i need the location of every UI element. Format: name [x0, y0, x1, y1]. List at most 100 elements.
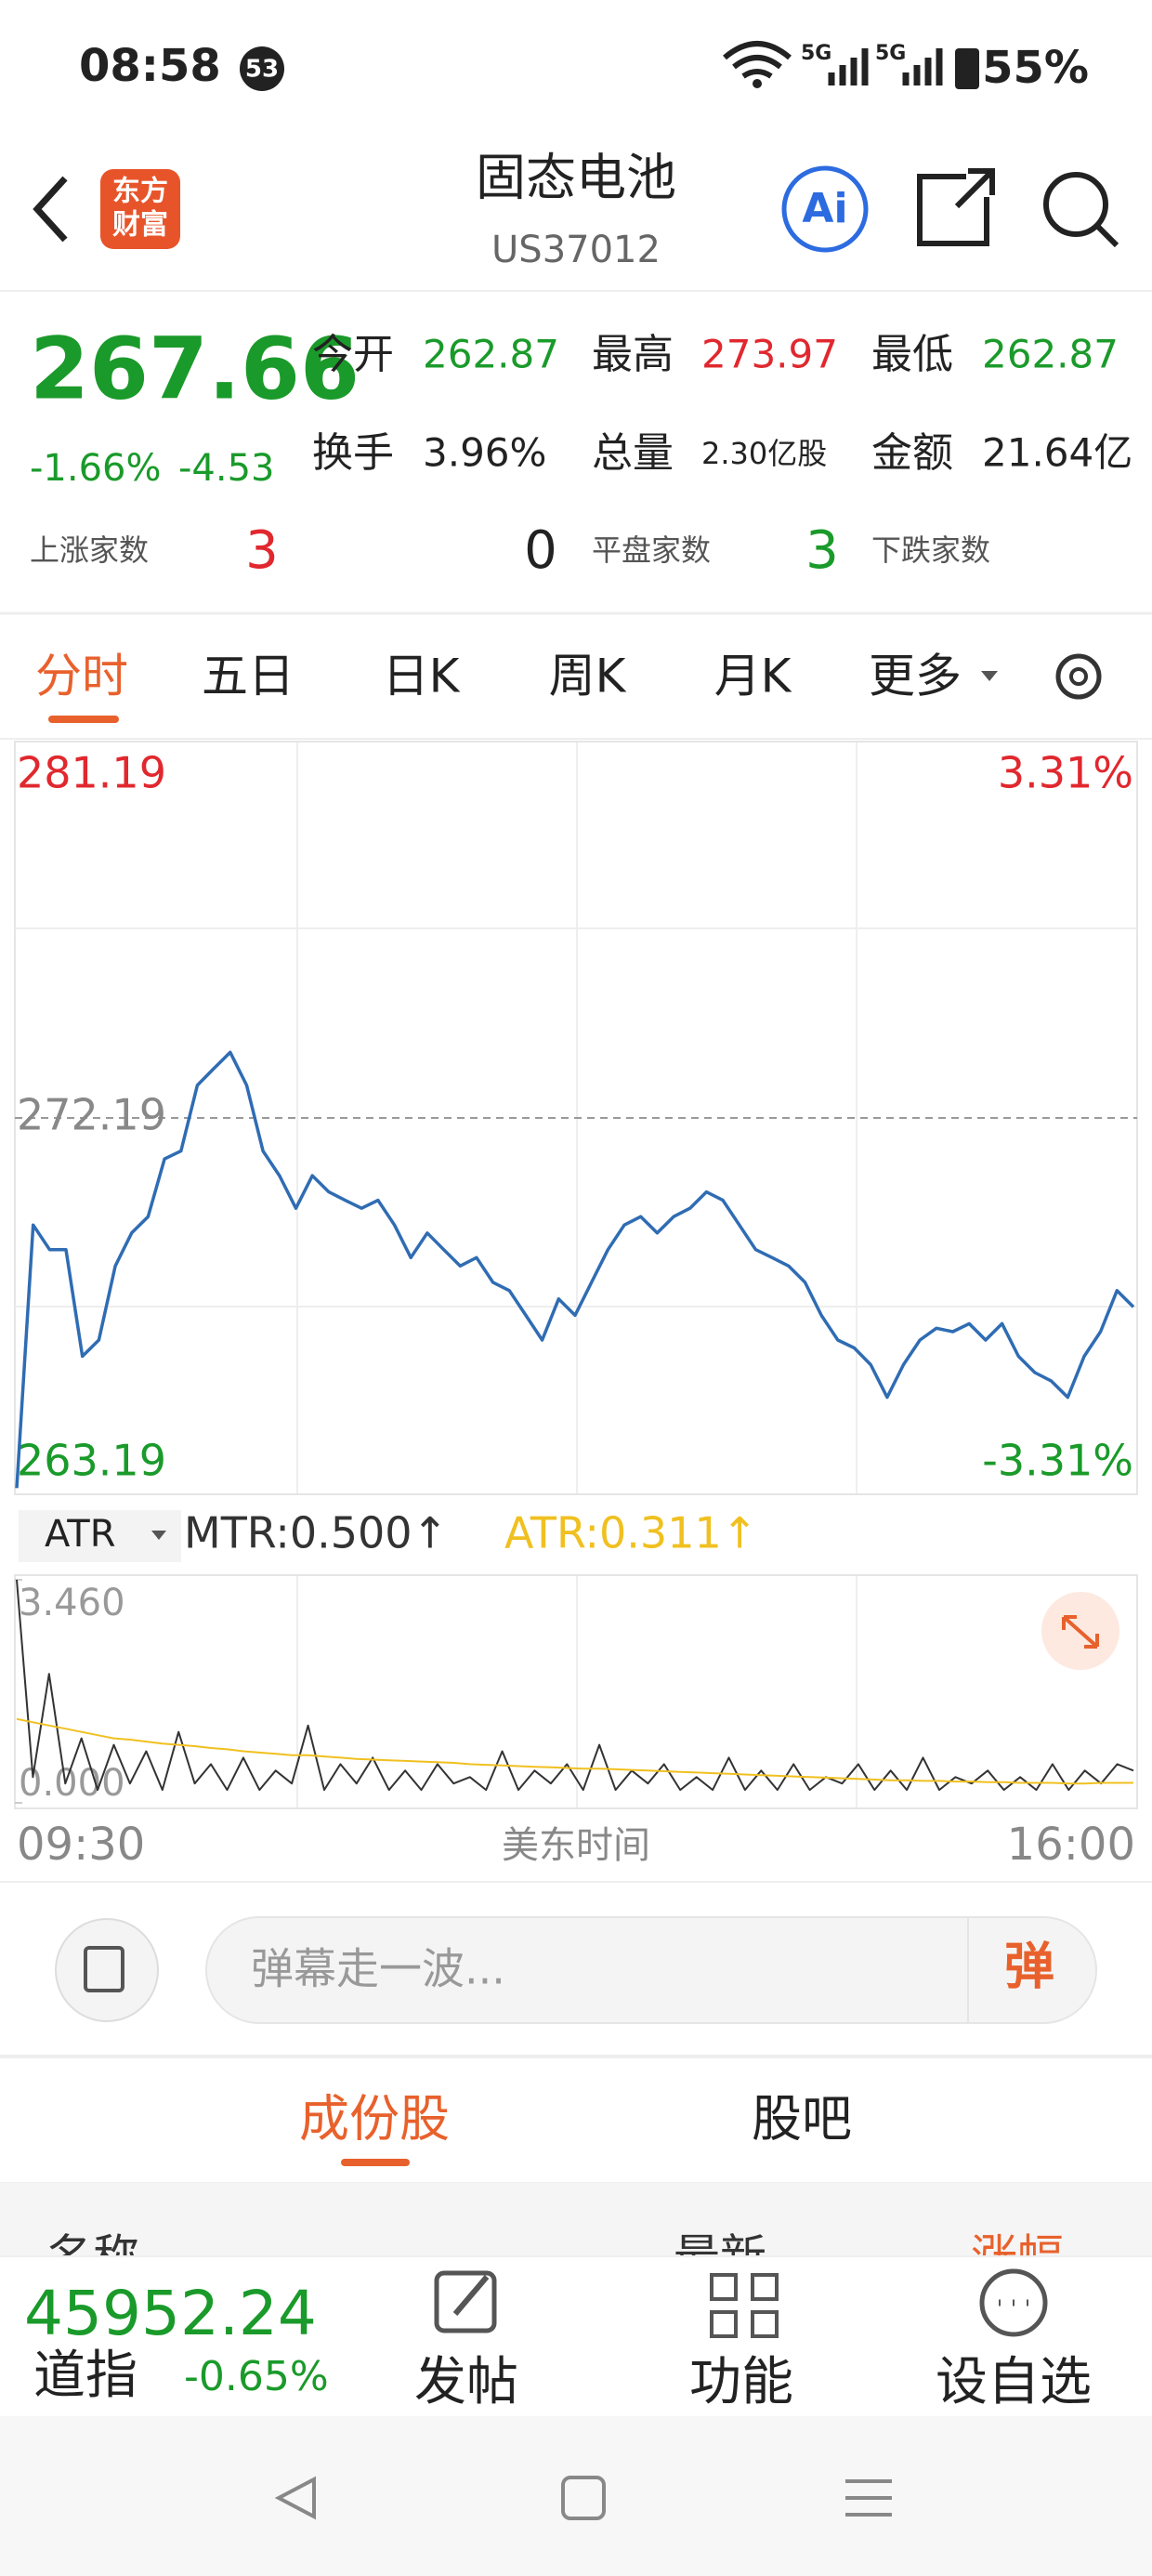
bottom-action[interactable]: 设自选: [936, 2352, 1092, 2412]
battery-level: 55%: [982, 42, 1089, 94]
section-indicator: [341, 2159, 410, 2166]
wifi-dot: [753, 79, 762, 88]
change: -4.53: [178, 447, 275, 490]
more-caret: [981, 671, 998, 681]
period-tab[interactable]: 周K: [549, 650, 627, 703]
section-tab[interactable]: 成份股: [299, 2090, 450, 2149]
breadth-value: 3: [805, 520, 839, 581]
nav-menu[interactable]: [845, 2479, 892, 2517]
search-handle: [1095, 224, 1119, 248]
danmaku-settings[interactable]: [55, 1918, 159, 2022]
index-name: 道指: [33, 2346, 137, 2406]
stat-value: 262.87: [423, 332, 559, 377]
stock-code: US37012: [491, 229, 661, 271]
stat-label: 最高: [592, 331, 674, 378]
column-header: 涨幅: [971, 2230, 1064, 2284]
wifi-icon: [723, 41, 792, 79]
y-tick-label: 272.19: [17, 1090, 166, 1140]
column-header: 最新: [674, 2230, 766, 2284]
danmaku-button[interactable]: 弹: [1004, 1938, 1054, 1996]
ai-button[interactable]: [781, 165, 869, 253]
signal-icon: [828, 48, 869, 85]
battery-icon: [955, 48, 979, 89]
network-label: 5G: [875, 42, 906, 65]
index-change: -0.65%: [184, 2353, 329, 2400]
column-header: 名称: [46, 2230, 139, 2284]
comment-input[interactable]: [205, 1916, 1097, 2024]
stat-label: 换手: [312, 429, 394, 477]
share-button[interactable]: [917, 168, 995, 246]
search-button[interactable]: [1043, 172, 1108, 237]
y-tick-label: 281.19: [17, 748, 166, 798]
y2-tick-label: 3.31%: [998, 748, 1133, 798]
app-logo: [100, 169, 180, 249]
data-line: [16, 1579, 1134, 1792]
y-tick-label: 0.000: [19, 1762, 125, 1805]
charts: 281.19 272.19 263.19 3.31% -3.31% 3.460 0.000 M…: [15, 741, 1137, 1871]
list-header-row: 名称 最新 涨幅: [46, 2230, 1064, 2284]
stat-value: 21.64亿: [982, 430, 1132, 476]
period-tabs: 分时 五日 日K 周K 月K 更多: [35, 650, 998, 703]
period-tab[interactable]: 日K: [383, 650, 461, 703]
data-line: [15, 1050, 1135, 1489]
stat-label: 最低: [871, 331, 953, 378]
change-pct: -1.66%: [30, 447, 162, 490]
indicator-frame: [14, 1574, 1138, 1809]
badge: 53: [245, 56, 279, 84]
legend-entry: ATR:0.311↑: [504, 1508, 757, 1558]
breadth-label: 下跌家数: [871, 532, 990, 568]
settings-button[interactable]: [1055, 653, 1102, 700]
watchlist-icon: [979, 2268, 1048, 2337]
period-tab[interactable]: 更多: [869, 650, 962, 703]
period-tab[interactable]: 月K: [714, 650, 792, 703]
chart-grid: [15, 742, 1137, 1808]
last-price: 267.66: [30, 319, 360, 418]
section-tab[interactable]: 股吧: [752, 2090, 852, 2149]
legend-entry: MTR:0.500↑: [184, 1508, 448, 1558]
nav-back[interactable]: [274, 2476, 316, 2520]
quote-stats: 今开 262.87 最高 273.97 最低 262.87 换手 3.96% 总量 2.30亿股 金…: [30, 331, 1132, 581]
stat-value: 2.30亿股: [701, 436, 827, 471]
indicator-selector[interactable]: [19, 1510, 181, 1562]
stat-label: 金额: [871, 429, 953, 477]
stat-value: 3.96%: [423, 430, 546, 476]
breadth-value: 0: [524, 520, 557, 581]
back-button[interactable]: [33, 176, 68, 243]
bottom-actions: 发帖 功能 设自选: [414, 2352, 1092, 2412]
logo-text: 东方: [112, 176, 168, 208]
tab-indicator: [48, 716, 119, 723]
expand-icon: [1062, 1615, 1099, 1649]
nav-home[interactable]: [561, 2476, 606, 2520]
logo-text: 财富: [112, 209, 168, 242]
bottom-bar: [0, 2256, 1152, 2416]
stat-label: 总量: [592, 429, 674, 477]
dropdown-caret: [151, 1531, 166, 1540]
period-tab[interactable]: 分时: [35, 650, 128, 703]
stat-label: 今开: [312, 331, 394, 378]
breadth-value: 3: [245, 520, 279, 581]
bottom-action[interactable]: 发帖: [414, 2352, 518, 2412]
y-tick-label: 3.460: [19, 1582, 125, 1624]
stat-value: 273.97: [701, 332, 838, 377]
breadth-label: 上涨家数: [30, 532, 149, 568]
period-tab[interactable]: 五日: [202, 650, 295, 703]
y2-tick-label: -3.31%: [982, 1436, 1133, 1486]
y-tick-label: 263.19: [17, 1436, 166, 1486]
danmaku-icon: [84, 1946, 124, 1992]
signal-icon: [902, 48, 943, 85]
page-title: 固态电池: [476, 149, 676, 207]
network-label: 5G: [801, 42, 831, 65]
x-tick-label: 09:30: [17, 1819, 145, 1871]
settings-icon: [1069, 667, 1088, 686]
index-value: 45952.24: [24, 2278, 317, 2349]
function-icon: [710, 2273, 779, 2338]
comment-placeholder: 弹幕走一波...: [251, 1944, 505, 1994]
ai-label: Ai: [802, 185, 847, 232]
status-time: 08:58: [79, 40, 221, 92]
post-icon-pen: [452, 2275, 490, 2316]
data-line: [16, 1717, 1133, 1785]
post-icon: [434, 2270, 497, 2333]
list-header: [0, 2183, 1152, 2256]
bottom-action[interactable]: 功能: [689, 2352, 793, 2412]
